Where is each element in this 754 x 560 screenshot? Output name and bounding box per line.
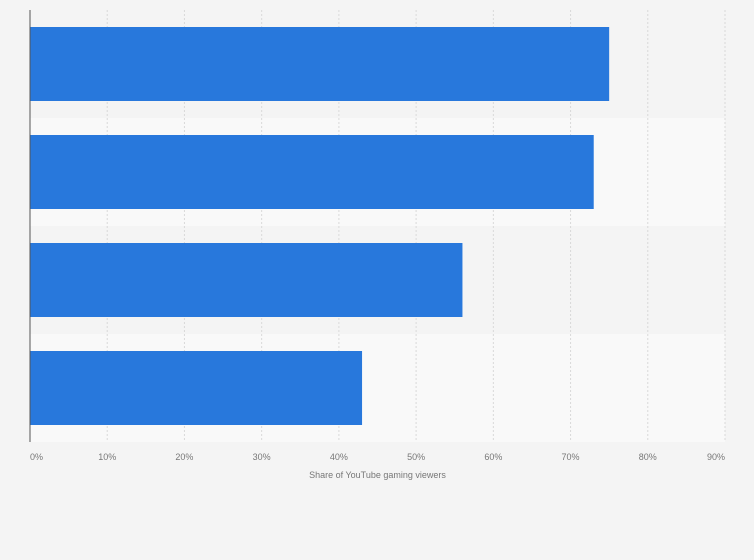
x-tick-label: 0% bbox=[30, 452, 43, 462]
x-tick-label: 10% bbox=[98, 452, 116, 462]
bar bbox=[30, 27, 610, 101]
x-tick-label: 90% bbox=[707, 452, 725, 462]
bar bbox=[30, 351, 363, 425]
bar bbox=[30, 243, 463, 317]
x-tick-label: 60% bbox=[484, 452, 502, 462]
bars bbox=[30, 27, 610, 425]
bar bbox=[30, 135, 594, 209]
x-tick-labels: 0% 10% 20% 30% 40% 50% 60% 70% 80% 90% bbox=[30, 452, 725, 462]
x-tick-label: 30% bbox=[253, 452, 271, 462]
x-tick-label: 50% bbox=[407, 452, 425, 462]
x-tick-label: 80% bbox=[639, 452, 657, 462]
x-tick-label: 40% bbox=[330, 452, 348, 462]
x-axis-title: Share of YouTube gaming viewers bbox=[309, 470, 446, 480]
x-tick-label: 70% bbox=[562, 452, 580, 462]
x-tick-label: 20% bbox=[175, 452, 193, 462]
